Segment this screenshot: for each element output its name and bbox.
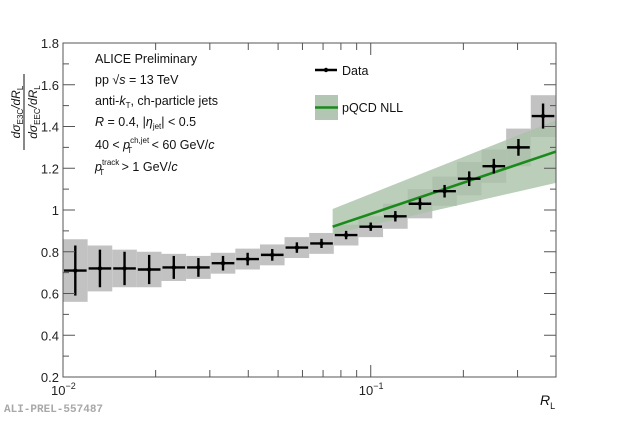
annotation-radius: R = 0.4, |ηjet| < 0.5	[95, 115, 196, 131]
marker	[491, 163, 497, 169]
data-point	[260, 249, 284, 261]
marker	[196, 265, 201, 270]
legend-data-marker	[315, 67, 337, 73]
marker	[417, 201, 423, 206]
data-point	[457, 171, 481, 186]
y-tick-label: 1.4	[41, 120, 59, 135]
marker	[97, 266, 103, 271]
marker	[442, 189, 447, 194]
annotation-track-pt: ptrack T > 1 GeV/c	[94, 158, 178, 177]
data-point	[408, 197, 432, 210]
y-axis-label-numerator: dσE3C/dRL	[9, 85, 25, 138]
data-point	[187, 258, 210, 277]
watermark: ALI-PREL-557487	[4, 404, 104, 416]
marker	[540, 113, 546, 119]
x-axis-label: RL	[540, 392, 555, 411]
y-tick-label: 1.6	[41, 78, 59, 93]
marker	[516, 145, 521, 150]
marker	[171, 265, 176, 270]
legend-theory-marker	[315, 95, 338, 120]
marker	[245, 256, 250, 262]
y-tick-label: 0.8	[41, 245, 59, 260]
data-point	[137, 254, 161, 285]
marker	[73, 268, 78, 273]
data-point	[113, 251, 136, 286]
marker	[220, 261, 226, 266]
x-tick-label: 10−2	[51, 381, 76, 398]
data-point	[384, 211, 407, 222]
y-tick-label: 0.6	[41, 287, 59, 302]
y-axis-label-denominator: dσEEC/dRL	[26, 85, 42, 139]
marker	[319, 241, 324, 246]
data-points	[64, 103, 555, 296]
marker	[270, 252, 275, 258]
y-tick-label: 0.4	[41, 328, 59, 343]
data-point	[88, 249, 112, 288]
legend-theory-label: pQCD NLL	[342, 101, 403, 115]
marker	[368, 224, 373, 229]
sqrt-symbol: √	[112, 73, 119, 87]
data-point	[507, 139, 530, 156]
data-point	[236, 252, 259, 266]
data-point	[162, 255, 186, 279]
marker	[294, 245, 300, 250]
annotation-block: ALICE Preliminary pp √s = 13 TeV anti-kT…	[94, 52, 218, 177]
data-point	[285, 242, 309, 253]
data-point	[334, 230, 358, 240]
y-tick-label: 1.8	[41, 36, 59, 51]
marker	[343, 232, 349, 238]
legend: Data pQCD NLL	[315, 64, 403, 120]
annotation-collision: pp √s = 13 TeV	[95, 73, 179, 87]
theory-band-layer	[332, 120, 557, 235]
annotation-alice: ALICE Preliminary	[95, 52, 198, 66]
marker	[146, 267, 152, 272]
y-axis-label: dσE3C/dRL dσEEC/dRL	[9, 74, 42, 150]
data-point	[359, 222, 383, 231]
annotation-jets: anti-kT, ch-particle jets	[95, 94, 218, 110]
x-tick-label: 10−1	[359, 381, 384, 398]
marker	[122, 266, 127, 271]
marker	[393, 214, 398, 219]
theory-band	[332, 120, 556, 235]
annotation-pt-range: 40 < pch,jet T < 60 GeV/c	[95, 136, 215, 155]
data-point	[531, 103, 555, 129]
data-point	[64, 245, 87, 296]
y-tick-label: 1	[52, 203, 59, 218]
marker	[467, 176, 472, 181]
y-tick-label: 1.2	[41, 161, 59, 176]
legend-data-label: Data	[342, 64, 368, 78]
y-tick-label: 0.2	[41, 370, 59, 385]
data-point	[433, 184, 456, 198]
axes: 0.2 0.4 0.6 0.8 1 1.2 1.4 1.6 1.8 10−2 10−1	[41, 36, 557, 398]
data-point	[310, 238, 333, 248]
data-point	[211, 255, 235, 271]
data-point	[482, 158, 506, 174]
